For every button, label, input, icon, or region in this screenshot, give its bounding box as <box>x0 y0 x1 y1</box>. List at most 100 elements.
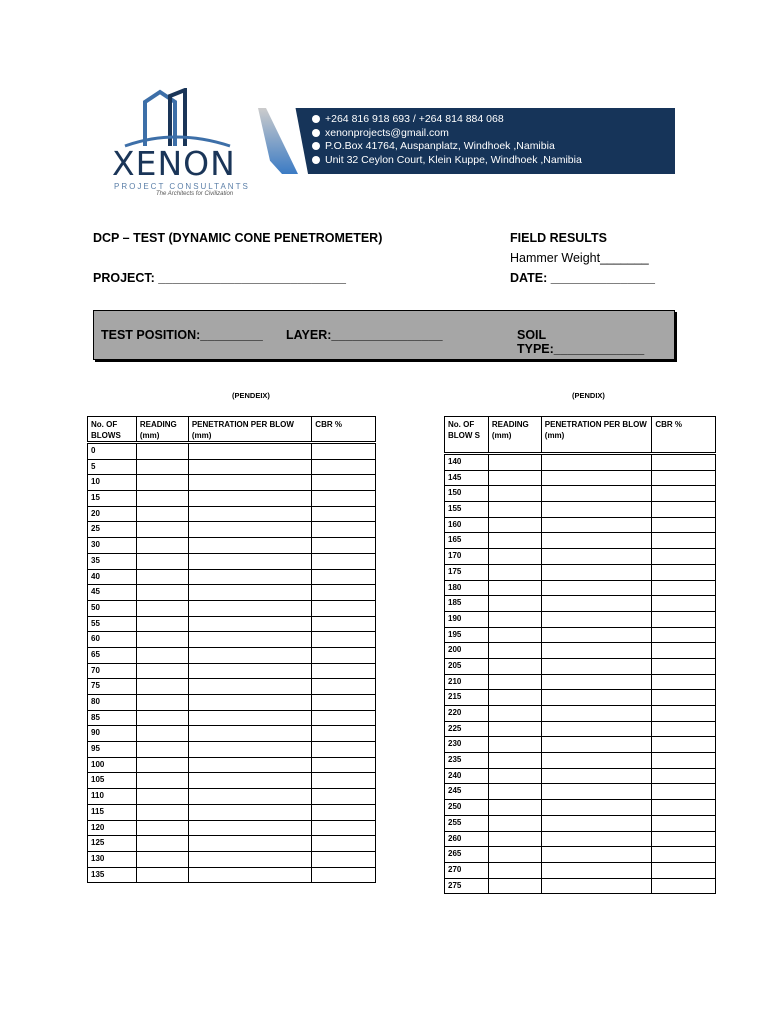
reading-cell[interactable] <box>487 610 542 628</box>
penetration-cell[interactable] <box>540 532 653 550</box>
reading-cell[interactable] <box>487 689 542 706</box>
cbr-cell[interactable] <box>311 521 376 539</box>
reading-cell[interactable] <box>487 752 542 769</box>
cbr-cell[interactable] <box>651 861 716 879</box>
penetration-cell[interactable] <box>187 678 313 695</box>
penetration-cell[interactable] <box>187 866 313 884</box>
cbr-cell[interactable] <box>311 741 376 758</box>
reading-cell[interactable] <box>135 803 189 821</box>
cbr-cell[interactable] <box>651 705 716 722</box>
penetration-cell[interactable] <box>540 767 653 785</box>
cbr-cell[interactable] <box>651 516 716 534</box>
cbr-cell[interactable] <box>311 615 376 633</box>
penetration-cell[interactable] <box>540 830 653 848</box>
reading-cell[interactable] <box>135 505 189 523</box>
penetration-cell[interactable] <box>540 814 653 832</box>
penetration-cell[interactable] <box>540 501 653 518</box>
cbr-cell[interactable] <box>311 537 376 554</box>
cbr-cell[interactable] <box>311 662 376 680</box>
cbr-cell[interactable] <box>311 646 376 664</box>
penetration-cell[interactable] <box>540 799 653 816</box>
cbr-cell[interactable] <box>311 788 376 805</box>
reading-cell[interactable] <box>487 642 542 659</box>
reading-cell[interactable] <box>487 846 542 863</box>
reading-cell[interactable] <box>135 662 189 680</box>
reading-cell[interactable] <box>135 725 189 743</box>
reading-cell[interactable] <box>487 767 542 785</box>
penetration-cell[interactable] <box>540 579 653 597</box>
cbr-cell[interactable] <box>311 866 376 884</box>
penetration-cell[interactable] <box>187 568 313 586</box>
penetration-cell[interactable] <box>187 490 313 507</box>
cbr-cell[interactable] <box>311 552 376 570</box>
penetration-cell[interactable] <box>187 537 313 554</box>
cbr-cell[interactable] <box>651 532 716 550</box>
cbr-cell[interactable] <box>311 631 376 648</box>
reading-cell[interactable] <box>487 814 542 832</box>
penetration-cell[interactable] <box>187 646 313 664</box>
reading-cell[interactable] <box>135 756 189 774</box>
cbr-cell[interactable] <box>311 835 376 852</box>
reading-cell[interactable] <box>135 599 189 617</box>
cbr-cell[interactable] <box>651 563 716 581</box>
cbr-cell[interactable] <box>651 799 716 816</box>
penetration-cell[interactable] <box>187 584 313 601</box>
penetration-cell[interactable] <box>540 861 653 879</box>
reading-cell[interactable] <box>135 521 189 539</box>
reading-cell[interactable] <box>135 474 189 492</box>
penetration-cell[interactable] <box>187 521 313 539</box>
reading-cell[interactable] <box>135 694 189 711</box>
cbr-cell[interactable] <box>651 830 716 848</box>
cbr-cell[interactable] <box>651 579 716 597</box>
penetration-cell[interactable] <box>187 615 313 633</box>
reading-cell[interactable] <box>135 835 189 852</box>
reading-cell[interactable] <box>487 469 542 487</box>
penetration-cell[interactable] <box>540 689 653 706</box>
penetration-cell[interactable] <box>187 741 313 758</box>
reading-cell[interactable] <box>487 720 542 738</box>
cbr-cell[interactable] <box>311 599 376 617</box>
cbr-cell[interactable] <box>311 694 376 711</box>
penetration-cell[interactable] <box>540 673 653 691</box>
reading-cell[interactable] <box>487 579 542 597</box>
penetration-cell[interactable] <box>187 694 313 711</box>
cbr-cell[interactable] <box>651 610 716 628</box>
penetration-cell[interactable] <box>540 783 653 801</box>
reading-cell[interactable] <box>487 548 542 565</box>
reading-cell[interactable] <box>487 485 542 503</box>
cbr-cell[interactable] <box>311 709 376 727</box>
penetration-cell[interactable] <box>187 442 313 460</box>
cbr-cell[interactable] <box>311 772 376 790</box>
reading-cell[interactable] <box>487 673 542 691</box>
reading-cell[interactable] <box>487 563 542 581</box>
cbr-cell[interactable] <box>311 850 376 868</box>
reading-cell[interactable] <box>135 442 189 460</box>
penetration-cell[interactable] <box>540 846 653 863</box>
reading-cell[interactable] <box>487 877 542 895</box>
cbr-cell[interactable] <box>651 720 716 738</box>
cbr-cell[interactable] <box>651 783 716 801</box>
penetration-cell[interactable] <box>187 772 313 790</box>
reading-cell[interactable] <box>487 532 542 550</box>
cbr-cell[interactable] <box>651 469 716 487</box>
cbr-cell[interactable] <box>651 673 716 691</box>
cbr-cell[interactable] <box>311 756 376 774</box>
penetration-cell[interactable] <box>540 657 653 675</box>
cbr-cell[interactable] <box>651 689 716 706</box>
reading-cell[interactable] <box>135 615 189 633</box>
penetration-cell[interactable] <box>540 720 653 738</box>
cbr-cell[interactable] <box>651 767 716 785</box>
reading-cell[interactable] <box>135 772 189 790</box>
reading-cell[interactable] <box>487 595 542 612</box>
reading-cell[interactable] <box>135 741 189 758</box>
reading-cell[interactable] <box>135 568 189 586</box>
reading-cell[interactable] <box>487 830 542 848</box>
cbr-cell[interactable] <box>651 501 716 518</box>
cbr-cell[interactable] <box>311 568 376 586</box>
reading-cell[interactable] <box>487 626 542 644</box>
cbr-cell[interactable] <box>651 752 716 769</box>
reading-cell[interactable] <box>135 866 189 884</box>
reading-cell[interactable] <box>487 861 542 879</box>
reading-cell[interactable] <box>487 705 542 722</box>
penetration-cell[interactable] <box>540 485 653 503</box>
